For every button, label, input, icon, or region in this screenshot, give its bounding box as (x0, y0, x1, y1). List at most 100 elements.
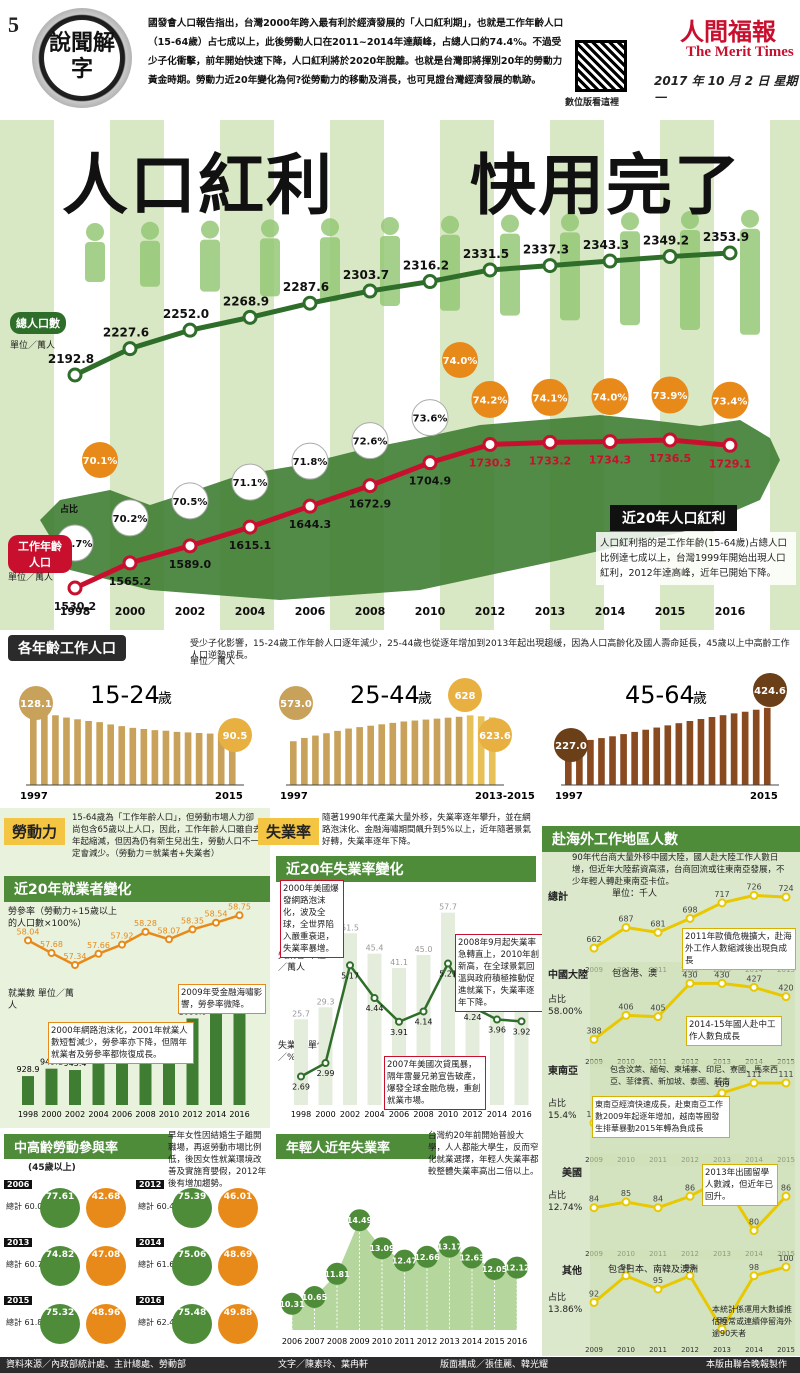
overseas-point (653, 1012, 663, 1022)
age-bar (378, 724, 386, 785)
unemployment-year: 2004 (364, 1110, 384, 1119)
person-body-icon (140, 240, 160, 287)
unemployment-rate-value: 4.44 (366, 1004, 384, 1013)
working-point (722, 437, 738, 453)
lfpr-point (165, 935, 173, 944)
share-bubble (411, 399, 449, 437)
total-point (422, 274, 438, 290)
youth-value: 12.12 (504, 1264, 529, 1273)
age-bar (323, 733, 330, 785)
sea-share: 占比 15.4% (548, 1099, 577, 1121)
senior-female-icon: 48.69 (218, 1246, 258, 1286)
youth-year: 2015 (484, 1337, 504, 1346)
unemployment-note-2000: 2000年美國爆發網路泡沫化，波及全球，全世界陷入嚴重衰退，失業率暴增。 (280, 880, 344, 958)
senior-total: 總計 60.01 (6, 1202, 48, 1211)
share-bubble (291, 442, 329, 480)
share-label: 72.6% (353, 437, 388, 448)
youth-value: 11.81 (324, 1270, 350, 1279)
working-point (182, 538, 198, 554)
senior-year-card: 2012 總計 60.48 75.39 46.01 (136, 1180, 264, 1234)
unemployment-rate-point (419, 1007, 428, 1016)
senior-total: 總計 61.65 (138, 1260, 180, 1269)
overseas-year: 2014 (745, 1346, 763, 1354)
age-bar (85, 721, 92, 785)
age-bar (763, 707, 771, 785)
total-value-label: 2287.6 (283, 280, 329, 294)
youth-year: 2007 (304, 1337, 324, 1346)
employment-note-2000: 2000年網路泡沫化，2001年就業人數短暫減少，勞參率亦下降，但隔年就業者及勞… (48, 1022, 194, 1064)
employment-year: 2008 (135, 1110, 155, 1119)
total-unit: 單位／萬人 (10, 341, 56, 351)
working-value-label: 1672.9 (349, 498, 391, 511)
youth-year: 2009 (349, 1337, 369, 1346)
age-section-unit: 單位／萬人 (190, 657, 236, 667)
youth-value: 12.05 (482, 1265, 508, 1274)
employment-title: 近20年就業者變化 (4, 876, 270, 902)
working-value-label: 1734.3 (589, 454, 631, 467)
overseas-value: 687 (618, 915, 633, 924)
age-bar (301, 737, 308, 785)
share-bubble (231, 463, 269, 501)
age-x-start: 1997 (280, 791, 308, 802)
total-point (67, 367, 83, 383)
senior-year-card: 2015 總計 61.89 75.32 48.96 (4, 1296, 132, 1350)
total-value-label: 2227.6 (103, 326, 149, 340)
total-value-label: 2353.9 (703, 230, 749, 244)
unemployment-rate-line (300, 960, 522, 1078)
unemployment-year: 2010 (438, 1110, 458, 1119)
age-bar (653, 727, 661, 785)
unemployment-rate-point (297, 1072, 305, 1081)
share-bubble (531, 378, 569, 416)
sea-sub: 包含汶萊、緬甸、柬埔寨、印尼、寮國、馬來西亞、菲律賓、新加坡、泰國、越南 (610, 1065, 778, 1086)
overseas-point (717, 978, 727, 988)
youth-value: 12.63 (459, 1253, 484, 1262)
age-peak-bubble (448, 678, 482, 712)
person-head-icon (441, 215, 459, 234)
senior-male-icon: 75.32 (40, 1304, 80, 1344)
overseas-point (653, 1284, 663, 1294)
person-head-icon (501, 214, 519, 233)
working-point (602, 434, 618, 450)
working-value-label: 1589.0 (169, 558, 212, 571)
senior-year: 2015 (4, 1296, 33, 1305)
employment-year: 2000 (41, 1110, 61, 1119)
overseas-value: 111 (746, 1070, 761, 1079)
lfpr-line (27, 914, 240, 967)
age-bar (312, 735, 319, 785)
main-title-right: 快用完了 (470, 146, 742, 224)
share-bubble (351, 422, 389, 460)
total-population-line (73, 250, 731, 378)
working-unit: 單位／萬人 (8, 573, 54, 583)
senior-text: 早年女性因結婚生子離開職場，再返勞動市場比例低，後因女性就業環境改善及實施育嬰假… (168, 1131, 267, 1189)
overseas-year: 2012 (681, 1346, 699, 1354)
overseas-unit: 單位：千人 (612, 889, 658, 899)
overseas-point (621, 1010, 631, 1020)
footer-source: 資料來源／內政部統計處、主計總處、勞動部 (6, 1360, 187, 1370)
employed-bar (45, 1068, 58, 1105)
overseas-point (589, 943, 599, 953)
age-bar (752, 709, 760, 785)
total-point (302, 295, 318, 311)
age-bar (334, 730, 341, 785)
age-bar (697, 719, 705, 785)
total-value-label: 2192.8 (48, 352, 94, 366)
share-caption: 占比 (60, 503, 78, 515)
working-value-label: 1530.2 (54, 600, 96, 613)
senior-year: 2006 (4, 1180, 33, 1189)
employment-year: 2016 (229, 1110, 249, 1119)
qr-code[interactable] (575, 40, 627, 92)
unemployment-year: 1998 (291, 1110, 311, 1119)
overseas-value: 427 (746, 974, 761, 983)
total-point (182, 322, 198, 338)
age-bar (411, 720, 419, 785)
age-bar (151, 730, 159, 785)
age-bar (367, 725, 374, 785)
age-bar (455, 716, 463, 785)
unemployed-bar (318, 1007, 333, 1105)
lfpr-value: 58.07 (158, 926, 181, 935)
working-point (122, 555, 138, 571)
overseas-point (621, 1197, 631, 1207)
share-bubble-extra (442, 342, 478, 378)
year-tick: 2004 (235, 605, 266, 618)
